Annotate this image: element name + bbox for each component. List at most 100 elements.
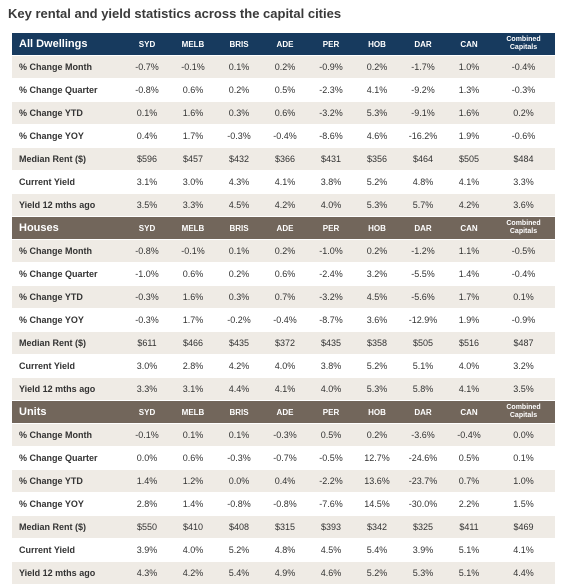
row-label: % Change YOY [12,308,124,332]
cell-value: 5.1% [446,561,492,585]
cell-value: $516 [446,331,492,355]
cell-value: 0.1% [216,239,262,263]
cell-value: $469 [492,515,555,539]
column-header: BRIS [216,33,262,56]
column-header: Houses [12,216,124,240]
row-label: Median Rent ($) [12,147,124,171]
cell-value: $411 [446,515,492,539]
row-label: % Change Month [12,55,124,79]
cell-value: $466 [170,331,216,355]
cell-value: -0.4% [446,423,492,447]
data-row: % Change Month -0.1% 0.1% 0.1% -0.3% 0.5% 0.2%… [12,423,555,447]
cell-value: 4.4% [492,561,555,585]
cell-value: 14.5% [354,492,400,516]
cell-value: $464 [400,147,446,171]
column-header: DAR [400,216,446,240]
row-label: % Change Month [12,423,124,447]
column-header: MELB [170,33,216,56]
cell-value: 0.4% [124,124,170,148]
cell-value: -0.1% [124,423,170,447]
cell-value: -12.9% [400,308,446,332]
row-label: Median Rent ($) [12,515,124,539]
column-header: Units [12,400,124,424]
cell-value: 3.1% [124,170,170,194]
cell-value: 1.0% [492,469,555,493]
cell-value: 0.2% [262,239,308,263]
cell-value: 0.6% [262,262,308,286]
cell-value: 4.8% [262,538,308,562]
cell-value: 0.2% [354,423,400,447]
cell-value: $596 [124,147,170,171]
cell-value: 5.4% [354,538,400,562]
cell-value: 5.3% [354,377,400,401]
cell-value: $435 [216,331,262,355]
cell-value: 1.4% [124,469,170,493]
cell-value: 0.1% [216,55,262,79]
cell-value: 4.1% [262,170,308,194]
cell-value: 4.0% [262,354,308,378]
column-header: MELB [170,400,216,424]
column-header: Combined Capitals [492,33,555,56]
cell-value: 0.3% [216,101,262,125]
row-label: % Change YTD [12,469,124,493]
cell-value: $342 [354,515,400,539]
cell-value: 12.7% [354,446,400,470]
cell-value: -24.6% [400,446,446,470]
cell-value: 5.2% [216,538,262,562]
cell-value: -8.7% [308,308,354,332]
cell-value: 4.6% [354,124,400,148]
section-header: Units SYD MELB BRIS ADE PER HOB DAR CAN Combined … [12,400,555,424]
cell-value: 2.8% [124,492,170,516]
cell-value: -30.0% [400,492,446,516]
cell-value: $505 [400,331,446,355]
cell-value: 0.5% [446,446,492,470]
cell-value: -0.9% [308,55,354,79]
cell-value: 3.3% [170,193,216,217]
cell-value: 5.3% [354,101,400,125]
cell-value: -1.0% [308,239,354,263]
column-header: BRIS [216,400,262,424]
cell-value: 3.6% [354,308,400,332]
column-header: SYD [124,216,170,240]
row-label: % Change YOY [12,124,124,148]
title: Key rental and yield statistics across t… [8,6,342,21]
cell-value: 13.6% [354,469,400,493]
row-label: % Change Quarter [12,446,124,470]
cell-value: 1.7% [446,285,492,309]
cell-value: 5.3% [354,193,400,217]
column-header: Combined Capitals [492,400,555,424]
cell-value: 0.5% [308,423,354,447]
row-label: Current Yield [12,170,124,194]
cell-value: 0.7% [446,469,492,493]
cell-value: 3.1% [170,377,216,401]
cell-value: $358 [354,331,400,355]
cell-value: 4.8% [400,170,446,194]
row-label: Yield 12 mths ago [12,561,124,585]
column-header: PER [308,216,354,240]
column-header: ADE [262,400,308,424]
cell-value: $611 [124,331,170,355]
cell-value: 0.1% [124,101,170,125]
cell-value: -3.2% [308,101,354,125]
cell-value: 4.3% [216,170,262,194]
cell-value: -0.8% [124,78,170,102]
section-header: Houses SYD MELB BRIS ADE PER HOB DAR CAN Combined… [12,216,555,240]
row-label: Current Yield [12,538,124,562]
cell-value: 0.1% [492,446,555,470]
data-row: % Change Quarter -1.0% 0.6% 0.2% 0.6% -2.4% 3.… [12,262,555,286]
cell-value: -3.2% [308,285,354,309]
cell-value: -0.3% [216,446,262,470]
cell-value: 0.2% [216,78,262,102]
cell-value: -1.0% [124,262,170,286]
row-label: % Change Quarter [12,262,124,286]
data-row: Median Rent ($) $596 $457 $432 $366 $431 $356 $… [12,147,555,171]
cell-value: 0.1% [170,423,216,447]
cell-value: $435 [308,331,354,355]
cell-value: -9.1% [400,101,446,125]
cell-value: $484 [492,147,555,171]
data-row: % Change Month -0.8% -0.1% 0.1% 0.2% -1.0% 0.2… [12,239,555,263]
cell-value: -2.3% [308,78,354,102]
cell-value: 5.2% [354,561,400,585]
cell-value: -2.4% [308,262,354,286]
cell-value: 5.1% [446,538,492,562]
